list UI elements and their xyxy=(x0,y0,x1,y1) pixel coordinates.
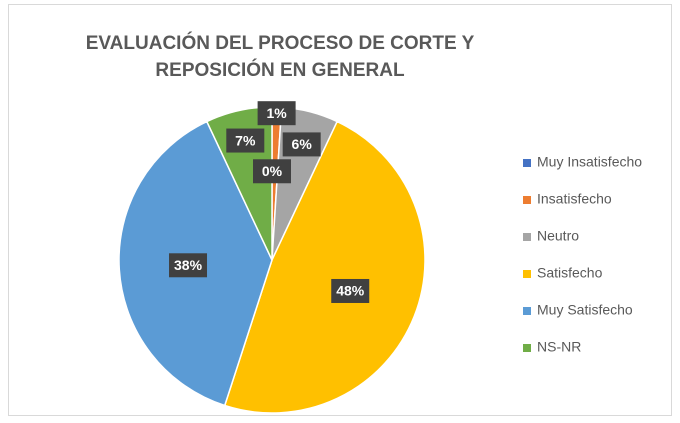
legend-label: Satisfecho xyxy=(537,265,603,281)
chart-title: EVALUACIÓN DEL PROCESO DE CORTE Y REPOSI… xyxy=(85,33,475,81)
pie-slice xyxy=(223,120,426,414)
data-label-box xyxy=(331,278,370,303)
legend-marker xyxy=(523,307,531,315)
legend-label: NS-NR xyxy=(537,339,581,355)
legend-marker xyxy=(523,270,531,278)
legend-marker xyxy=(523,159,531,167)
legend-label: Muy Insatisfecho xyxy=(537,154,642,170)
data-label: 0% xyxy=(262,163,283,179)
data-label-box xyxy=(169,253,208,278)
legend-marker xyxy=(523,344,531,352)
data-label: 6% xyxy=(292,136,313,152)
data-label-box xyxy=(226,128,265,153)
legend-marker xyxy=(523,196,531,204)
data-label: 7% xyxy=(235,132,256,148)
data-label: 1% xyxy=(266,105,287,121)
data-label-box xyxy=(282,132,321,157)
data-label-box xyxy=(257,101,296,126)
data-label-box xyxy=(253,159,291,184)
legend-label: Muy Satisfecho xyxy=(537,302,633,318)
legend-label: Insatisfecho xyxy=(537,191,612,207)
legend-label: Neutro xyxy=(537,228,579,244)
data-label: 38% xyxy=(174,257,203,273)
data-label: 48% xyxy=(336,283,365,299)
legend-marker xyxy=(523,233,531,241)
